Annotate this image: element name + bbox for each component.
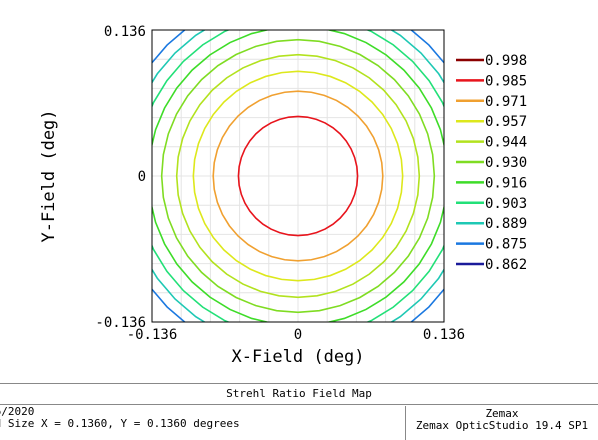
contour-line-0-985 <box>237 115 359 237</box>
x-tick-left: -0.136 <box>127 327 178 343</box>
footer-version: Zemax OpticStudio 19.4 SP1 <box>415 419 589 432</box>
footer-title: Strehl Ratio Field Map <box>0 384 598 405</box>
contour-line-0-903 <box>152 30 444 322</box>
footer-company: Zemax <box>485 407 519 420</box>
plot-frame <box>151 29 445 323</box>
footer-info: /6/2020 ld Size X = 0.1360, Y = 0.1360 d… <box>0 406 406 440</box>
y-tick-bottom: -0.136 <box>95 315 146 331</box>
legend-label-0-903: 0.903 <box>485 196 527 212</box>
legend-label-0-957: 0.957 <box>485 114 527 130</box>
y-tick-top: 0.136 <box>104 24 146 40</box>
legend: 0.998 0.985 0.971 0.957 0.944 0.930 0.916 0.903… <box>456 53 527 273</box>
footer-field-size: ld Size X = 0.1360, Y = 0.1360 degrees <box>0 417 240 430</box>
contour-lines <box>152 30 444 322</box>
legend-label-0-862: 0.862 <box>485 257 527 273</box>
contour-line-0-916 <box>152 30 444 322</box>
strehl-ratio-field-map-chart: 0.136 0 -0.136 -0.136 0 0.136 X-Field (d… <box>39 24 527 367</box>
legend-label-0-985: 0.985 <box>485 73 527 89</box>
grid-lines <box>152 30 444 322</box>
y-tick-middle: 0 <box>138 169 146 185</box>
y-axis-label: Y-Field (deg) <box>39 109 59 242</box>
x-axis-label: X-Field (deg) <box>231 347 364 367</box>
footer-date: /6/2020 <box>0 406 35 418</box>
contour-line-0-944 <box>175 53 421 299</box>
footer-software: Zemax Zemax OpticStudio 19.4 SP1 <box>406 408 598 440</box>
legend-label-0-944: 0.944 <box>485 135 527 151</box>
legend-label-0-971: 0.971 <box>485 94 527 110</box>
contour-line-0-930 <box>160 38 436 314</box>
legend-label-0-916: 0.916 <box>485 175 527 191</box>
contour-line-0-971 <box>212 90 384 262</box>
x-tick-right: 0.136 <box>423 327 465 343</box>
legend-label-0-889: 0.889 <box>485 216 527 232</box>
legend-label-0-998: 0.998 <box>485 53 527 69</box>
legend-label-0-930: 0.930 <box>485 155 527 171</box>
contour-line-0-957 <box>192 70 404 282</box>
footer-panel: Strehl Ratio Field Map /6/2020 ld Size X… <box>0 383 598 440</box>
x-tick-middle: 0 <box>294 327 302 343</box>
legend-label-0-875: 0.875 <box>485 237 527 253</box>
